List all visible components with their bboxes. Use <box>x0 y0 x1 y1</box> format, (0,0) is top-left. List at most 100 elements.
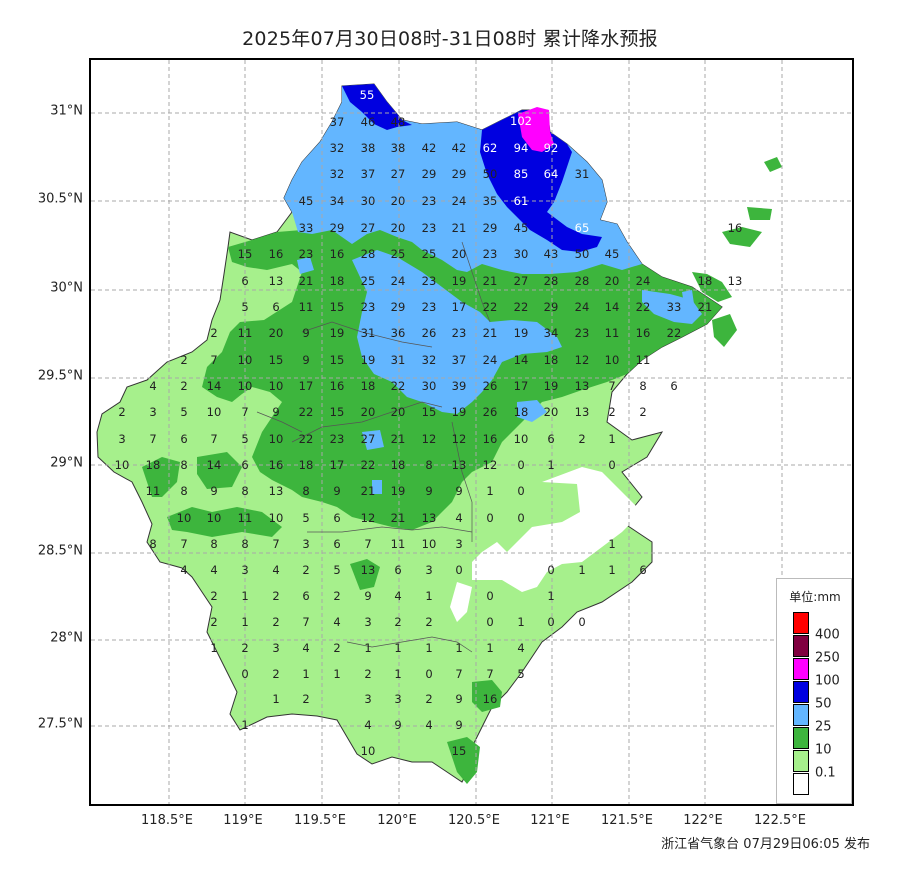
lat-tick-label: 29°N <box>50 455 83 471</box>
rainfall-value: 28 <box>544 274 559 288</box>
rainfall-value: 1 <box>210 641 217 655</box>
rainfall-value: 7 <box>302 615 309 629</box>
rainfall-value: 10 <box>269 511 284 525</box>
rainfall-value: 10 <box>269 432 284 446</box>
rainfall-value: 3 <box>394 692 401 706</box>
rainfall-value: 1 <box>486 484 493 498</box>
precipitation-map: 55 37 46 48 102 32 38 38 42 42 62 94 92 32 37 27 29 29 50 8… <box>89 58 854 806</box>
rainfall-value: 29 <box>330 221 345 235</box>
lat-lon-grid <box>91 60 852 804</box>
legend-level-label: 250 <box>815 650 840 666</box>
rainfall-value: 21 <box>299 274 314 288</box>
city-boundaries <box>256 241 491 653</box>
rainfall-value: 3 <box>364 692 371 706</box>
rainfall-value: 2 <box>639 405 646 419</box>
rainfall-value: 31 <box>391 353 406 367</box>
lat-tick-label: 31°N <box>50 103 83 119</box>
rainfall-value: 2 <box>210 326 217 340</box>
rainfall-value: 8 <box>425 458 432 472</box>
rainfall-value: 9 <box>394 718 401 732</box>
rainfall-value: 9 <box>455 484 462 498</box>
rainfall-value: 22 <box>299 432 314 446</box>
rainfall-value: 4 <box>149 379 156 393</box>
rainfall-value: 20 <box>605 274 620 288</box>
rainfall-value: 12 <box>575 353 590 367</box>
rainfall-value: 5 <box>241 432 248 446</box>
rainfall-value: 10 <box>238 379 253 393</box>
rainfall-value: 16 <box>483 692 498 706</box>
rainfall-value: 4 <box>210 563 217 577</box>
rainfall-value: 16 <box>330 379 345 393</box>
rainfall-value: 23 <box>483 247 498 261</box>
rainfall-value: 13 <box>269 484 284 498</box>
rainfall-value: 7 <box>241 405 248 419</box>
rainfall-value: 10 <box>361 744 376 758</box>
legend-swatch <box>793 773 809 795</box>
rainfall-value: 2 <box>333 589 340 603</box>
rainfall-value: 3 <box>149 405 156 419</box>
rainfall-value: 8 <box>241 484 248 498</box>
rainfall-value: 2 <box>180 353 187 367</box>
rainfall-value: 1 <box>608 537 615 551</box>
rainfall-value: 3 <box>364 615 371 629</box>
legend-swatch <box>793 658 809 680</box>
rainfall-value: 19 <box>361 353 376 367</box>
rainfall-value: 0 <box>547 615 554 629</box>
rainfall-value: 16 <box>269 458 284 472</box>
rainfall-value: 0 <box>608 458 615 472</box>
rainfall-value: 10 <box>115 458 130 472</box>
rainfall-value: 29 <box>544 300 559 314</box>
rainfall-value: 28 <box>575 274 590 288</box>
rainfall-value: 50 <box>483 167 498 181</box>
rainfall-value: 9 <box>455 692 462 706</box>
rainfall-value: 23 <box>299 247 314 261</box>
legend-level-label: 0.1 <box>815 765 836 781</box>
rainfall-value: 42 <box>452 141 467 155</box>
rainfall-value: 1 <box>241 615 248 629</box>
rainfall-value: 7 <box>364 537 371 551</box>
rainfall-value: 5 <box>302 511 309 525</box>
rainfall-value: 2 <box>210 589 217 603</box>
rainfall-value: 45 <box>605 247 620 261</box>
rainfall-value: 20 <box>391 194 406 208</box>
rainfall-value: 9 <box>272 405 279 419</box>
lon-tick-label: 121.5°E <box>601 813 653 828</box>
rainfall-value: 14 <box>605 300 620 314</box>
rainfall-value: 42 <box>422 141 437 155</box>
rainfall-value: 1 <box>394 641 401 655</box>
rainfall-value: 11 <box>238 511 253 525</box>
rainfall-value: 13 <box>575 379 590 393</box>
rainfall-value: 92 <box>544 141 559 155</box>
rainfall-value: 10 <box>238 353 253 367</box>
rainfall-value: 16 <box>330 247 345 261</box>
rainfall-value: 20 <box>269 326 284 340</box>
rainfall-value: 1 <box>364 641 371 655</box>
rainfall-value: 15 <box>330 300 345 314</box>
rainfall-value: 30 <box>422 379 437 393</box>
rainfall-value: 0 <box>425 667 432 681</box>
rainfall-value: 3 <box>425 563 432 577</box>
rainfall-value: 2 <box>272 615 279 629</box>
rainfall-value: 46 <box>361 115 376 129</box>
rainfall-value: 1 <box>425 641 432 655</box>
rainfall-value: 1 <box>272 692 279 706</box>
rainfall-value: 19 <box>452 405 467 419</box>
rainfall-value: 23 <box>361 300 376 314</box>
rainfall-value: 2 <box>394 615 401 629</box>
legend-swatch <box>793 750 809 772</box>
legend-unit: 单位:mm <box>789 590 841 604</box>
rainfall-value: 62 <box>483 141 498 155</box>
rainfall-value: 21 <box>483 326 498 340</box>
rainfall-value: 3 <box>302 537 309 551</box>
rainfall-value: 11 <box>636 353 651 367</box>
rainfall-value: 0 <box>486 511 493 525</box>
rainfall-value: 12 <box>452 432 467 446</box>
rainfall-value: 6 <box>180 432 187 446</box>
lat-tick-label: 30.5°N <box>37 191 83 207</box>
rainfall-value: 32 <box>422 353 437 367</box>
rainfall-value: 9 <box>364 589 371 603</box>
rainfall-value: 6 <box>241 274 248 288</box>
rainfall-value: 33 <box>299 221 314 235</box>
rainfall-value: 37 <box>330 115 345 129</box>
